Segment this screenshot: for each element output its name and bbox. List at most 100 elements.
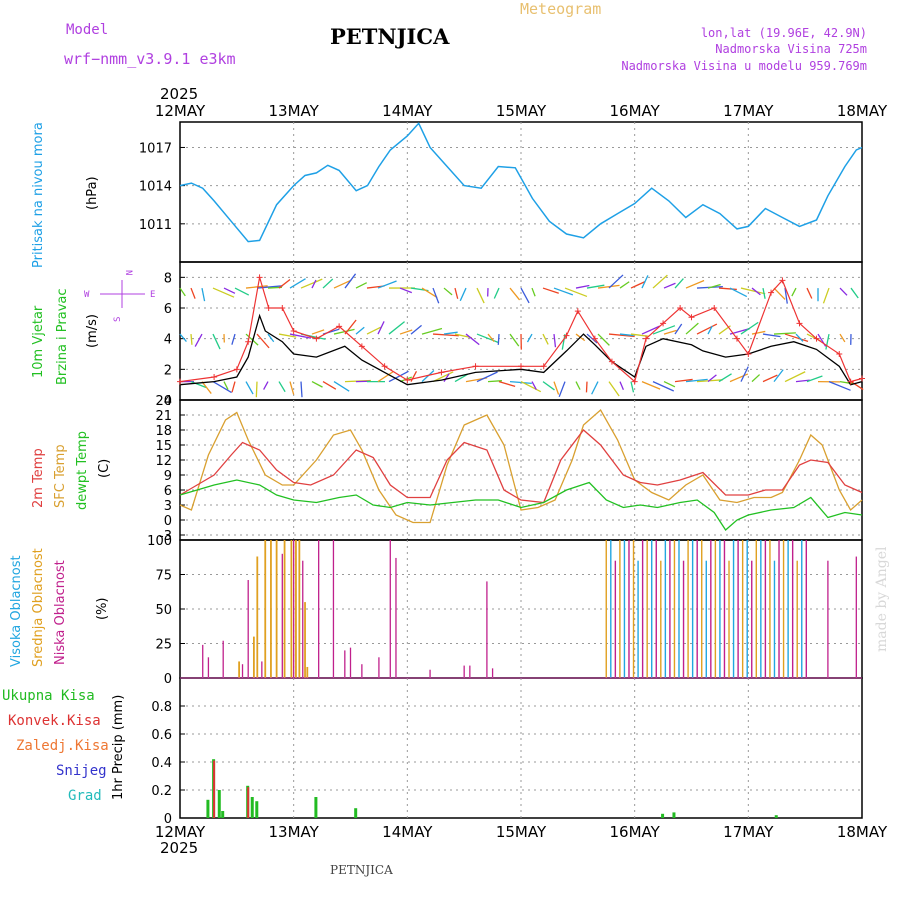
y-tick-label: 0	[164, 812, 172, 827]
gust-marker	[256, 274, 263, 281]
wind-arrow	[784, 333, 809, 342]
gust-marker	[745, 351, 752, 357]
y-tick-label: 2	[164, 363, 172, 378]
wind-arrow	[597, 284, 620, 289]
wind-arrow	[685, 322, 699, 335]
wind-speed-line	[179, 313, 863, 386]
wind-arrow	[850, 287, 859, 299]
wind-arrow	[255, 381, 258, 398]
gust-marker	[358, 343, 365, 350]
total-precip-bar	[314, 797, 318, 818]
wind-arrow	[531, 287, 536, 297]
model-name: wrf−nmm_v3.9.1 e3km	[64, 50, 236, 68]
wind-arrow	[454, 373, 469, 383]
wind-arrow	[773, 332, 796, 335]
y-tick-label: 4	[164, 333, 172, 348]
wind-arrow	[223, 381, 229, 390]
wind-arrow	[751, 287, 761, 296]
conv-precip-bar	[213, 760, 216, 818]
wind-arrow	[641, 275, 649, 289]
wind-arrow	[443, 287, 453, 296]
x-tick-label-top: 12MAY	[155, 102, 206, 120]
wind-arrow	[201, 381, 212, 394]
wind-label-2: Brzina i Pravac	[55, 288, 70, 385]
wind-arrow	[740, 321, 759, 335]
wind-arrow	[311, 381, 323, 388]
wind-arrow	[289, 278, 306, 289]
wind-arrow	[311, 279, 317, 289]
gust-marker	[608, 358, 615, 365]
wind-arrow	[344, 319, 357, 335]
wind-arrow	[443, 331, 458, 335]
y-tick-label: 0	[164, 672, 172, 687]
wind-arrow	[190, 380, 207, 389]
y-tick-label: 0.2	[151, 784, 172, 799]
wind-arrow	[432, 333, 459, 337]
gust-marker	[591, 335, 598, 342]
wind-arrow	[179, 333, 187, 342]
wind-arrow	[355, 326, 365, 335]
y-tick-label: 0.4	[151, 756, 172, 771]
wind-arrow	[619, 281, 630, 289]
wind-arrow	[212, 333, 221, 350]
y-tick-label: 0	[164, 514, 172, 529]
station-title: PETNJICA	[330, 24, 450, 49]
footer-station: PETNJICA	[330, 863, 393, 877]
wind-arrow	[432, 371, 454, 383]
wind-arrow	[795, 379, 810, 383]
wind-arrow	[245, 285, 268, 289]
gust-marker	[660, 320, 667, 327]
wind-arrow	[487, 380, 502, 383]
wind-arrow	[194, 333, 203, 347]
y-tick-label: 1014	[139, 180, 172, 195]
wind-arrow	[663, 282, 676, 289]
high-cloud-label: Visoka Oblacnost	[9, 555, 24, 667]
gust-marker	[336, 323, 343, 330]
wind-arrow	[762, 287, 766, 299]
wind-arrow	[289, 333, 312, 339]
x-tick-label-bottom: 15MAY	[496, 823, 547, 841]
wind-arrow	[388, 370, 409, 383]
y-tick-label: 6	[164, 302, 172, 317]
wind-arrow	[267, 333, 275, 343]
wind-arrow	[619, 381, 625, 390]
wind-arrow	[561, 333, 566, 350]
wind-arrow	[245, 381, 254, 395]
wind-arrow	[333, 279, 352, 289]
wind-arrow	[608, 333, 635, 338]
wind-arrow	[806, 375, 823, 383]
wind-arrow	[366, 326, 382, 335]
y-tick-label: 1011	[139, 218, 172, 233]
total-precip-bar	[217, 790, 221, 818]
y-tick-label: 3	[164, 499, 172, 514]
gust-marker	[381, 363, 388, 370]
gust-marker	[279, 305, 286, 311]
gust-marker	[836, 351, 843, 357]
wind-arrow	[553, 287, 574, 296]
wind-unit: (m/s)	[85, 314, 100, 348]
wind-arrow	[399, 287, 413, 294]
wind-arrow	[263, 381, 269, 390]
wind-arrow	[828, 380, 851, 391]
wind-arrow	[784, 371, 806, 383]
wind-arrow	[278, 333, 297, 338]
year-bottom: 2025	[160, 839, 198, 857]
gust-marker	[859, 375, 865, 382]
y-tick-label: 0	[164, 394, 172, 409]
wind-arrow	[575, 284, 590, 289]
x-tick-label-top: 15MAY	[496, 102, 547, 120]
wind-arrow	[520, 381, 542, 393]
total-precip-bar	[354, 808, 358, 818]
wind-arrow	[619, 333, 634, 337]
wind-arrow	[231, 381, 236, 393]
wind-arrow	[674, 378, 693, 383]
meteogram-title: Meteogram	[520, 0, 601, 18]
wind-arrow	[333, 381, 350, 392]
y-tick-label: 1017	[139, 141, 172, 156]
wind-arrow	[388, 321, 405, 335]
x-tick-label-top: 13MAY	[269, 102, 320, 120]
legend-frz: Zaledj.Kisa	[16, 738, 109, 754]
wind-arrow	[663, 329, 677, 335]
panel-frame	[179, 677, 863, 819]
wind-arrow	[674, 278, 684, 289]
